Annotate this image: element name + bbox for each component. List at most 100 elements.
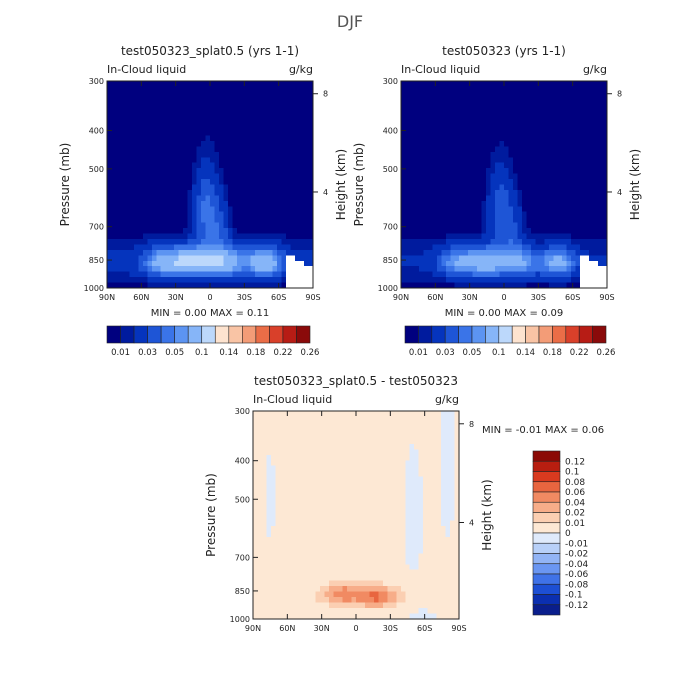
- heat-cell: [445, 233, 451, 240]
- colorbar-label: 0.03: [138, 348, 157, 358]
- heat-cell: [427, 504, 433, 511]
- heat-cell: [589, 184, 595, 191]
- heat-cell: [499, 151, 505, 158]
- heat-cell: [423, 217, 429, 224]
- heat-cell: [138, 97, 144, 104]
- heat-cell: [445, 282, 451, 289]
- heat-cell: [418, 113, 424, 120]
- heat-cell: [589, 173, 595, 180]
- heat-cell: [151, 146, 157, 153]
- heat-cell: [530, 271, 536, 278]
- heat-cell: [324, 515, 330, 522]
- heat-cell: [351, 427, 357, 434]
- heat-cell: [369, 432, 375, 439]
- heat-cell: [580, 179, 586, 186]
- heat-cell: [580, 228, 586, 235]
- y-tick-label: 400: [383, 126, 398, 135]
- heatmap-cells: [253, 411, 460, 620]
- heat-cell: [306, 498, 312, 505]
- heat-cell: [548, 228, 554, 235]
- heat-cell: [295, 97, 301, 104]
- heat-cell: [436, 438, 442, 445]
- heat-cell: [432, 184, 438, 191]
- heat-cell: [270, 465, 276, 472]
- heat-cell: [227, 124, 233, 131]
- heat-cell: [436, 449, 442, 456]
- heat-cell: [268, 119, 274, 126]
- heat-cell: [459, 130, 465, 137]
- heat-cell: [320, 411, 326, 418]
- heat-cell: [293, 531, 299, 538]
- heat-cell: [562, 255, 568, 262]
- heat-cell: [593, 151, 599, 158]
- heat-cell: [290, 238, 296, 246]
- heat-cell: [236, 217, 242, 224]
- heat-cell: [401, 260, 407, 267]
- heat-cell: [539, 222, 545, 229]
- heat-cell: [454, 515, 460, 522]
- heat-cell: [192, 233, 198, 240]
- heat-cell: [526, 135, 532, 142]
- heat-cell: [133, 282, 139, 289]
- heat-cell: [401, 108, 407, 115]
- heat-cell: [250, 266, 256, 273]
- heat-cell: [342, 493, 348, 500]
- heat-cell: [436, 454, 442, 461]
- heat-cell: [214, 130, 220, 137]
- heat-cell: [580, 81, 586, 88]
- heat-cell: [463, 217, 469, 224]
- heat-cell: [147, 151, 153, 158]
- heat-cell: [279, 558, 285, 565]
- heat-cell: [450, 487, 456, 494]
- heat-cell: [178, 238, 184, 246]
- heat-cell: [306, 520, 312, 527]
- heat-cell: [539, 130, 545, 137]
- heat-cell: [270, 531, 276, 538]
- x-tick-label: 30N: [168, 293, 184, 302]
- heat-cell: [156, 97, 162, 104]
- heat-cell: [333, 504, 339, 511]
- heat-cell: [414, 249, 420, 256]
- heat-cell: [418, 553, 424, 560]
- heat-cell: [530, 255, 536, 262]
- heat-cell: [463, 157, 469, 164]
- heat-cell: [356, 564, 362, 571]
- heat-cell: [562, 249, 568, 256]
- heat-cell: [571, 217, 577, 224]
- heat-cell: [241, 255, 247, 262]
- heat-cell: [481, 189, 487, 196]
- heat-cell: [548, 113, 554, 120]
- heat-cell: [210, 97, 216, 104]
- heat-cell: [169, 162, 175, 169]
- heat-cell: [584, 222, 590, 229]
- heat-cell: [297, 520, 303, 527]
- heat-cell: [293, 432, 299, 439]
- heat-cell: [111, 249, 117, 256]
- heat-cell: [277, 97, 283, 104]
- heat-cell: [174, 249, 180, 256]
- heat-cell: [338, 531, 344, 538]
- heat-cell: [441, 238, 447, 246]
- heat-cell: [405, 168, 411, 175]
- heat-cell: [142, 102, 148, 109]
- heat-cell: [288, 427, 294, 434]
- heat-cell: [187, 217, 193, 224]
- heat-cell: [486, 173, 492, 180]
- heat-cell: [156, 146, 162, 153]
- heat-cell: [218, 102, 225, 109]
- heat-cell: [254, 124, 260, 131]
- heat-cell: [517, 200, 523, 207]
- heat-cell: [295, 179, 301, 186]
- heat-cell: [364, 482, 371, 489]
- heat-cell: [580, 260, 586, 267]
- heat-cell: [272, 266, 278, 273]
- heat-cell: [387, 465, 393, 472]
- heat-cell: [512, 277, 519, 284]
- heat-cell: [445, 427, 451, 434]
- heat-cell: [459, 200, 465, 207]
- heat-cell: [414, 189, 420, 196]
- heat-cell: [304, 184, 310, 191]
- heat-cell: [405, 195, 411, 202]
- heat-cell: [253, 547, 259, 554]
- heat-cell: [499, 157, 505, 164]
